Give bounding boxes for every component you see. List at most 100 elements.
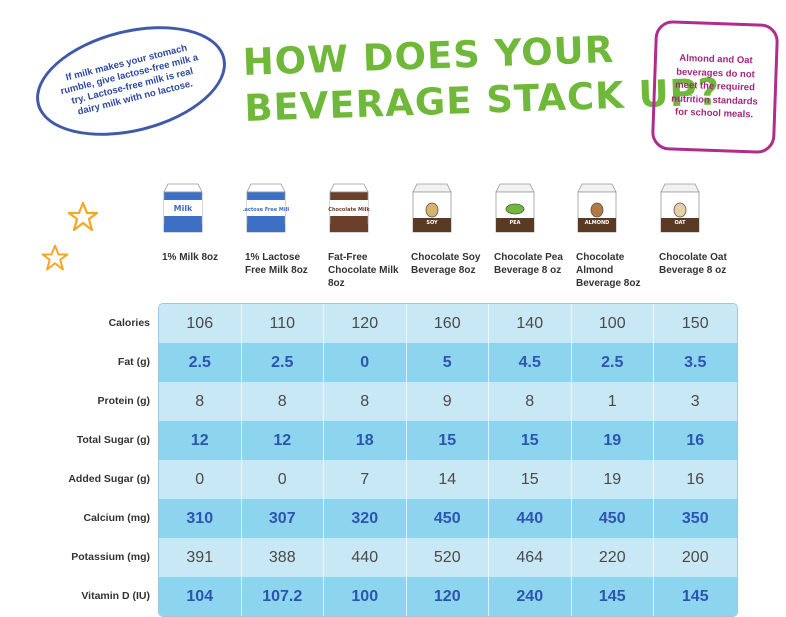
table-cell: 140 bbox=[489, 304, 572, 343]
table-row: 391 388 440 520 464 220 200 bbox=[159, 538, 737, 577]
nutrition-table: 106 110 120 160 140 100 150 2.5 2.5 0 5 4.5 2.5 3.5 8 8… bbox=[158, 303, 738, 617]
table-cell: 391 bbox=[159, 538, 242, 577]
chocolate-milk-carton-icon: Chocolate Milk bbox=[328, 183, 370, 233]
table-cell: 5 bbox=[407, 343, 489, 382]
table-cell: 2.5 bbox=[159, 343, 242, 382]
table-cell: 8 bbox=[489, 382, 572, 421]
table-cell: 240 bbox=[489, 577, 572, 616]
table-cell: 15 bbox=[489, 421, 572, 460]
table-cell: 106 bbox=[159, 304, 242, 343]
table-row: 12 12 18 15 15 19 16 bbox=[159, 421, 737, 460]
table-cell: 200 bbox=[681, 548, 709, 566]
lactose-free-note-text: If milk makes your stomach rumble, give … bbox=[59, 42, 200, 118]
beverage-column: OAT Chocolate Oat Beverage 8 oz bbox=[655, 180, 737, 277]
star-icon bbox=[67, 201, 99, 232]
svg-text:OAT: OAT bbox=[674, 220, 686, 226]
table-cell: 520 bbox=[407, 538, 489, 577]
nutrient-label: Calories bbox=[108, 316, 150, 329]
table-cell: 104 bbox=[159, 577, 242, 616]
oat-carton-icon: OAT bbox=[660, 183, 700, 233]
table-cell: 320 bbox=[324, 499, 407, 538]
svg-text:Chocolate Milk: Chocolate Milk bbox=[328, 207, 370, 213]
table-cell: 1 bbox=[572, 382, 654, 421]
beverage-label: Fat-Free Chocolate Milk 8oz bbox=[328, 252, 399, 289]
nutrient-label: Added Sugar (g) bbox=[68, 472, 150, 485]
svg-text:Lactose Free Milk: Lactose Free Milk bbox=[243, 207, 289, 213]
table-cell: 464 bbox=[489, 538, 572, 577]
table-cell: 450 bbox=[572, 499, 654, 538]
table-cell: 0 bbox=[242, 460, 324, 499]
beverage-column: ALMOND Chocolate Almond Beverage 8oz bbox=[572, 180, 654, 290]
table-cell: 8 bbox=[242, 382, 324, 421]
svg-text:SOY: SOY bbox=[426, 220, 438, 226]
nutrient-label: Total Sugar (g) bbox=[76, 433, 150, 446]
table-cell: 4.5 bbox=[489, 343, 572, 382]
table-row: 104 107.2 100 120 240 145 145 bbox=[159, 577, 737, 616]
nutrient-label: Calcium (mg) bbox=[83, 511, 150, 524]
nutrient-label: Vitamin D (IU) bbox=[81, 589, 150, 602]
beverage-column: Lactose Free Milk 1% Lactose Free Milk 8… bbox=[241, 180, 323, 277]
beverage-column: SOY Chocolate Soy Beverage 8oz bbox=[407, 180, 489, 277]
lactose-free-note-bubble: If milk makes your stomach rumble, give … bbox=[24, 8, 238, 154]
beverage-label: 1% Lactose Free Milk 8oz bbox=[245, 252, 308, 276]
table-cell: 14 bbox=[407, 460, 489, 499]
table-cell: 440 bbox=[489, 499, 572, 538]
lactose-free-milk-carton-icon: Lactose Free Milk bbox=[241, 183, 291, 233]
table-cell: 150 bbox=[681, 314, 709, 332]
table-cell: 19 bbox=[572, 460, 654, 499]
table-cell: 307 bbox=[242, 499, 324, 538]
table-cell: 19 bbox=[572, 421, 654, 460]
table-cell: 388 bbox=[242, 538, 324, 577]
nutrient-labels: Calories Fat (g) Protein (g) Total Sugar (g… bbox=[0, 303, 150, 615]
table-cell: 160 bbox=[407, 304, 489, 343]
beverage-label: Chocolate Almond Beverage 8oz bbox=[576, 252, 641, 289]
table-cell: 9 bbox=[407, 382, 489, 421]
table-cell: 8 bbox=[159, 382, 242, 421]
nutrient-label: Potassium (mg) bbox=[71, 550, 150, 563]
table-cell: 12 bbox=[159, 421, 242, 460]
table-cell: 145 bbox=[681, 587, 709, 605]
table-row: 0 0 7 14 15 19 16 bbox=[159, 460, 737, 499]
beverage-label: Chocolate Pea Beverage 8 oz bbox=[494, 252, 563, 276]
table-cell: 120 bbox=[407, 577, 489, 616]
svg-text:ALMOND: ALMOND bbox=[585, 220, 610, 226]
table-row: 310 307 320 450 440 450 350 bbox=[159, 499, 737, 538]
table-cell: 0 bbox=[159, 460, 242, 499]
table-cell: 15 bbox=[489, 460, 572, 499]
page-title: HOW DOES YOUR BEVERAGE STACK UP? bbox=[242, 26, 721, 132]
svg-text:PEA: PEA bbox=[510, 220, 521, 226]
beverage-column: Milk 1% Milk 8oz bbox=[158, 180, 240, 264]
beverage-label: Chocolate Oat Beverage 8 oz bbox=[659, 252, 727, 276]
table-cell: 8 bbox=[324, 382, 407, 421]
nutrient-label: Protein (g) bbox=[97, 394, 151, 407]
table-cell: 2.5 bbox=[572, 343, 654, 382]
table-cell: 18 bbox=[324, 421, 407, 460]
table-row: 2.5 2.5 0 5 4.5 2.5 3.5 bbox=[159, 343, 737, 382]
table-cell: 12 bbox=[242, 421, 324, 460]
svg-text:Milk: Milk bbox=[174, 204, 193, 213]
almond-carton-icon: ALMOND bbox=[577, 183, 617, 233]
table-cell: 3.5 bbox=[684, 353, 707, 371]
school-meal-note-text: Almond and Oat beverages do not meet the… bbox=[671, 52, 758, 121]
beverage-column: PEA Chocolate Pea Beverage 8 oz bbox=[490, 180, 572, 277]
school-meal-note-box: Almond and Oat beverages do not meet the… bbox=[650, 19, 780, 155]
pea-carton-icon: PEA bbox=[495, 183, 535, 233]
milk-carton-icon: Milk bbox=[163, 183, 203, 233]
soy-carton-icon: SOY bbox=[412, 183, 452, 233]
table-cell: 0 bbox=[324, 343, 407, 382]
table-cell: 2.5 bbox=[242, 343, 324, 382]
table-cell: 120 bbox=[324, 304, 407, 343]
table-cell: 220 bbox=[572, 538, 654, 577]
table-cell: 107.2 bbox=[242, 577, 324, 616]
table-cell: 3 bbox=[690, 392, 700, 410]
table-cell: 15 bbox=[407, 421, 489, 460]
table-row: 106 110 120 160 140 100 150 bbox=[159, 304, 737, 343]
table-cell: 110 bbox=[242, 304, 324, 343]
beverage-label: Chocolate Soy Beverage 8oz bbox=[411, 252, 481, 276]
table-cell: 7 bbox=[324, 460, 407, 499]
table-cell: 310 bbox=[159, 499, 242, 538]
beverage-column: Chocolate Milk Fat-Free Chocolate Milk 8… bbox=[324, 180, 406, 290]
table-cell: 100 bbox=[572, 304, 654, 343]
table-cell: 100 bbox=[324, 577, 407, 616]
